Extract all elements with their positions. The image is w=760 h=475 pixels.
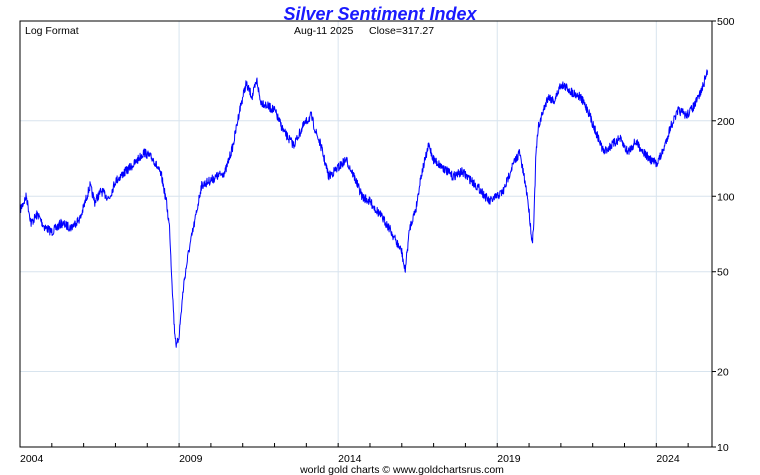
y-tick-label: 20 — [717, 367, 729, 379]
axis-ticks: 10 20 50 100 200 500 2004 2009 2014 2019 2024 — [19, 16, 735, 465]
scale-label: Log Format — [25, 25, 79, 37]
header-date: Aug-11 2025 — [294, 25, 354, 37]
x-tick-label: 2004 — [20, 453, 44, 465]
y-tick-label: 500 — [717, 16, 735, 28]
x-tick-label: 2009 — [179, 453, 203, 465]
footer-credit: world gold charts © www.goldchartsrus.co… — [299, 464, 504, 475]
x-tick-label: 2014 — [338, 453, 362, 465]
chart-title: Silver Sentiment Index — [283, 4, 477, 24]
sentiment-line — [19, 69, 708, 348]
x-tick-label: 2019 — [497, 453, 521, 465]
header-close: Close=317.27 — [369, 25, 434, 37]
y-tick-label: 100 — [717, 191, 735, 203]
x-tick-label: 2024 — [656, 453, 680, 465]
y-tick-label: 50 — [717, 267, 729, 279]
y-tick-label: 10 — [717, 442, 729, 454]
plot-frame — [19, 20, 713, 448]
y-tick-label: 200 — [717, 116, 735, 128]
